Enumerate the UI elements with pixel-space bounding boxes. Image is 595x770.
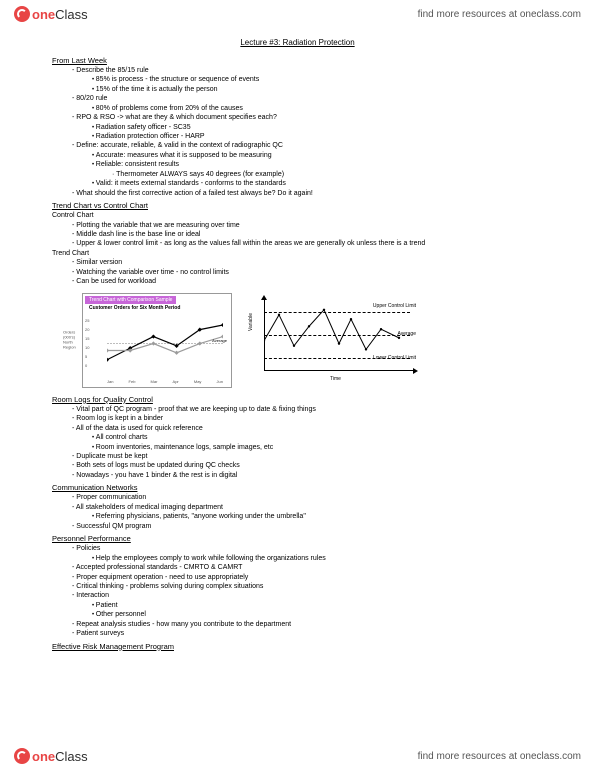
header-link[interactable]: find more resources at oneclass.com <box>418 9 581 20</box>
section-risk-mgmt: Effective Risk Management Program <box>52 642 543 652</box>
list-item: Both sets of logs must be updated during… <box>52 461 543 470</box>
list-item: Help the employees comply to work while … <box>52 554 543 563</box>
section-personnel: Personnel Performance <box>52 534 543 544</box>
list-item: All of the data is used for quick refere… <box>52 424 543 433</box>
list-item: Accepted professional standards - CMRTO … <box>52 563 543 572</box>
chart2-xlabel: Time <box>330 376 341 383</box>
list-item: Middle dash line is the base line or ide… <box>52 230 543 239</box>
control-chart-figure: Variable Time Upper Control Limit Averag… <box>250 293 420 383</box>
chart1-title: Trend Chart with Comparison Sample <box>85 296 176 305</box>
lecture-title: Lecture #3: Radiation Protection <box>52 32 543 53</box>
list-room-logs: Vital part of QC program - proof that we… <box>52 405 543 481</box>
trend-chart-figure: Trend Chart with Comparison Sample Custo… <box>82 293 232 388</box>
list-from-last-week: Describe the 85/15 rule85% is process - … <box>52 66 543 198</box>
list-item: Interaction <box>52 591 543 600</box>
chart1-yticks: 2520151050 <box>85 316 89 370</box>
logo-text: oneClass <box>32 7 88 22</box>
chart1-xticks: JanFebMarAprMayJun <box>107 379 223 384</box>
logo-icon <box>14 6 30 22</box>
brand-logo: oneClass <box>14 6 88 22</box>
list-control-chart: Plotting the variable that we are measur… <box>52 221 543 249</box>
section-from-last-week: From Last Week <box>52 56 543 66</box>
list-item: Thermometer ALWAYS says 40 degrees (for … <box>52 170 543 179</box>
list-item: Plotting the variable that we are measur… <box>52 221 543 230</box>
list-item: What should the first corrective action … <box>52 189 543 198</box>
list-item: 85% is process - the structure or sequen… <box>52 75 543 84</box>
page-footer: oneClass find more resources at oneclass… <box>0 742 595 770</box>
list-item: Successful QM program <box>52 522 543 531</box>
list-item: Radiation protection officer - HARP <box>52 132 543 141</box>
logo-icon <box>14 748 30 764</box>
chart2-plot <box>264 299 414 371</box>
section-trend-control: Trend Chart vs Control Chart <box>52 201 543 211</box>
list-item: 80% of problems come from 20% of the cau… <box>52 104 543 113</box>
section-room-logs: Room Logs for Quality Control <box>52 395 543 405</box>
list-item: Room inventories, maintenance logs, samp… <box>52 443 543 452</box>
chart1-avg-label: Average <box>212 338 227 343</box>
list-item: Patient <box>52 601 543 610</box>
list-item: 15% of the time it is actually the perso… <box>52 85 543 94</box>
section-comm-networks: Communication Networks <box>52 483 543 493</box>
list-comm-networks: Proper communicationAll stakeholders of … <box>52 493 543 531</box>
chart1-side-ylabel: Orders(000's)NorthRegion <box>63 331 76 350</box>
sub-control-chart: Control Chart <box>52 211 543 220</box>
sub-trend-chart: Trend Chart <box>52 249 543 258</box>
page-header: oneClass find more resources at oneclass… <box>0 0 595 28</box>
list-item: Room log is kept in a binder <box>52 414 543 423</box>
logo-text-footer: oneClass <box>32 749 88 764</box>
list-item: Define: accurate, reliable, & valid in t… <box>52 141 543 150</box>
list-item: Describe the 85/15 rule <box>52 66 543 75</box>
list-item: Watching the variable over time - no con… <box>52 268 543 277</box>
list-item: Proper equipment operation - need to use… <box>52 573 543 582</box>
chart1-subtitle: Customer Orders for Six Month Period <box>83 304 231 312</box>
list-item: Accurate: measures what it is supposed t… <box>52 151 543 160</box>
list-item: Other personnel <box>52 610 543 619</box>
list-item: 80/20 rule <box>52 94 543 103</box>
list-item: Policies <box>52 544 543 553</box>
list-item: Vital part of QC program - proof that we… <box>52 405 543 414</box>
list-item: Reliable: consistent results <box>52 160 543 169</box>
list-item: Nowadays - you have 1 binder & the rest … <box>52 471 543 480</box>
list-trend-chart: Similar versionWatching the variable ove… <box>52 258 543 286</box>
list-item: Upper & lower control limit - as long as… <box>52 239 543 248</box>
footer-link[interactable]: find more resources at oneclass.com <box>418 751 581 762</box>
charts-row: Trend Chart with Comparison Sample Custo… <box>52 287 543 392</box>
list-item: All stakeholders of medical imaging depa… <box>52 503 543 512</box>
list-item: Radiation safety officer - SC35 <box>52 123 543 132</box>
brand-logo-footer: oneClass <box>14 748 88 764</box>
list-item: Duplicate must be kept <box>52 452 543 461</box>
list-item: Proper communication <box>52 493 543 502</box>
list-item: Can be used for workload <box>52 277 543 286</box>
document-content: Lecture #3: Radiation Protection From La… <box>0 28 595 652</box>
chart2-ylabel: Variable <box>248 313 255 331</box>
list-item: Repeat analysis studies - how many you c… <box>52 620 543 629</box>
list-item: Valid: it meets external standards - con… <box>52 179 543 188</box>
chart1-plot <box>107 318 223 376</box>
list-item: All control charts <box>52 433 543 442</box>
list-item: Referring physicians, patients, "anyone … <box>52 512 543 521</box>
list-item: RPO & RSO -> what are they & which docum… <box>52 113 543 122</box>
list-personnel: PoliciesHelp the employees comply to wor… <box>52 544 543 638</box>
list-item: Patient surveys <box>52 629 543 638</box>
list-item: Critical thinking - problems solving dur… <box>52 582 543 591</box>
list-item: Similar version <box>52 258 543 267</box>
